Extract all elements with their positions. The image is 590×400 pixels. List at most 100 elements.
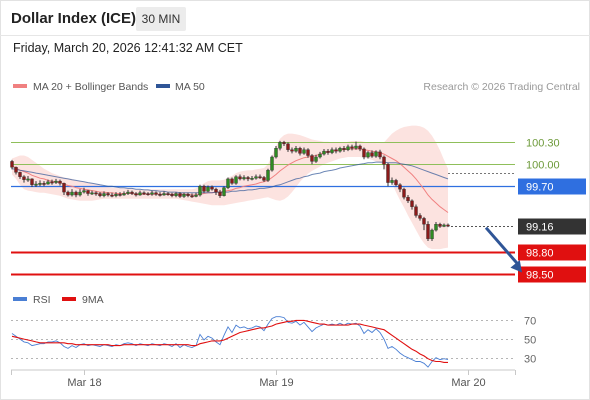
candle-body-up bbox=[138, 192, 142, 196]
candle-body-up bbox=[38, 183, 42, 185]
candle bbox=[350, 144, 354, 151]
candle-body-down bbox=[30, 178, 34, 185]
candle bbox=[110, 192, 114, 198]
candle bbox=[98, 192, 102, 198]
support-label: 98.80 bbox=[526, 248, 554, 260]
candle-body-down bbox=[282, 142, 286, 145]
candle-body-up bbox=[46, 181, 50, 185]
candle bbox=[42, 181, 46, 187]
x-tick-label: Mar 18 bbox=[67, 377, 101, 389]
candle-body-down bbox=[438, 224, 442, 227]
candle-body-down bbox=[106, 193, 110, 196]
candle bbox=[302, 147, 306, 155]
candle-body-down bbox=[58, 180, 62, 184]
candle-body-down bbox=[134, 193, 138, 196]
candle bbox=[186, 192, 190, 198]
candle bbox=[298, 146, 302, 156]
candle-body-up bbox=[26, 178, 30, 181]
candle-body-down bbox=[406, 196, 410, 202]
candle-body-up bbox=[126, 191, 130, 194]
candle-body-down bbox=[230, 178, 234, 184]
candle bbox=[214, 187, 218, 195]
candle-body-down bbox=[130, 191, 134, 194]
candle-body-up bbox=[194, 194, 198, 197]
candle bbox=[10, 159, 14, 170]
candle bbox=[382, 155, 386, 170]
candle bbox=[270, 155, 274, 172]
timeframe-badge[interactable]: 30 MIN bbox=[136, 7, 186, 31]
candle bbox=[210, 185, 214, 191]
candle-body-down bbox=[398, 184, 402, 190]
candle-body-up bbox=[34, 183, 38, 186]
level-labels: 100.30 100.00 99.70 99.16 98.80 98.50 bbox=[518, 138, 586, 283]
candle bbox=[106, 192, 110, 197]
candle-body-down bbox=[146, 193, 150, 195]
candle bbox=[14, 166, 18, 175]
candle bbox=[170, 192, 174, 198]
candle-body-down bbox=[214, 188, 218, 193]
candle-body-down bbox=[246, 177, 250, 180]
candle bbox=[310, 154, 314, 165]
candle-body-up bbox=[254, 176, 258, 179]
rsi-tick-label: 50 bbox=[524, 335, 536, 347]
candle-body-down bbox=[350, 146, 354, 149]
candle-body-down bbox=[170, 194, 174, 196]
candle bbox=[410, 199, 414, 210]
candle-body-down bbox=[118, 194, 122, 196]
candle-body-down bbox=[10, 161, 14, 168]
candle bbox=[414, 204, 418, 218]
candle-body-down bbox=[210, 186, 214, 190]
candle bbox=[306, 148, 310, 158]
candle bbox=[58, 179, 62, 186]
candle-body-up bbox=[374, 151, 378, 157]
support-label-box bbox=[518, 266, 586, 283]
candle bbox=[78, 189, 82, 197]
candle bbox=[422, 216, 426, 231]
candle-body-down bbox=[418, 215, 422, 219]
candle-body-down bbox=[154, 192, 158, 195]
candle-body-down bbox=[386, 164, 390, 183]
credit-text: Research © 2026 Trading Central bbox=[423, 81, 580, 93]
candle bbox=[198, 184, 202, 197]
candle bbox=[90, 190, 94, 195]
candle-body-down bbox=[410, 200, 414, 207]
ma20-legend-label: MA 20 + Bollinger Bands bbox=[33, 81, 148, 93]
candle bbox=[22, 175, 26, 183]
candle-body-down bbox=[218, 191, 222, 196]
candle bbox=[266, 168, 270, 182]
candle bbox=[234, 175, 238, 185]
candle bbox=[246, 176, 250, 182]
bollinger-bands bbox=[12, 125, 448, 250]
candle-body-down bbox=[286, 143, 290, 150]
candle-body-down bbox=[98, 193, 102, 196]
ma50-legend-label: MA 50 bbox=[175, 81, 205, 93]
candle-body-up bbox=[270, 156, 274, 171]
candle-body-up bbox=[338, 148, 342, 152]
candle-body-up bbox=[354, 145, 358, 149]
candle bbox=[66, 190, 70, 197]
header-divider bbox=[0, 35, 590, 36]
candle bbox=[178, 192, 182, 198]
x-axis: Mar 18 Mar 19 Mar 20 bbox=[11, 370, 516, 389]
candle-body-up bbox=[174, 193, 178, 196]
candle bbox=[134, 192, 138, 197]
candle bbox=[102, 191, 106, 198]
candle-body-down bbox=[426, 224, 430, 240]
candle-body-up bbox=[250, 177, 254, 180]
candle bbox=[442, 223, 446, 228]
candle-body-down bbox=[62, 183, 66, 193]
candle bbox=[430, 228, 434, 242]
candle bbox=[362, 147, 366, 160]
candle bbox=[386, 162, 390, 187]
candle-body-down bbox=[378, 151, 382, 158]
candle-body-down bbox=[22, 176, 26, 180]
candle bbox=[202, 184, 206, 193]
rsi-ma-legend-label: 9MA bbox=[82, 294, 104, 306]
candle bbox=[190, 193, 194, 198]
forecast-arrow-head bbox=[510, 260, 522, 273]
candle-body-down bbox=[394, 180, 398, 185]
candle-body-up bbox=[434, 224, 438, 231]
candle bbox=[318, 151, 322, 159]
candle bbox=[34, 181, 38, 187]
candle bbox=[94, 191, 98, 196]
